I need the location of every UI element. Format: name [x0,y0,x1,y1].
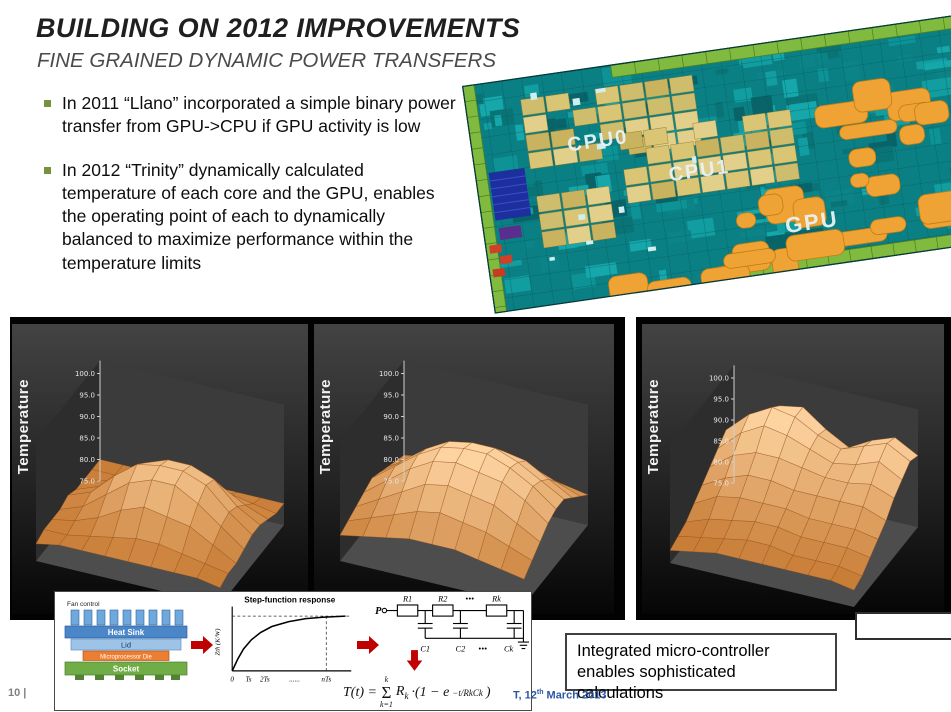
svg-text:100.0: 100.0 [709,375,729,383]
bullet-square-icon [44,100,51,107]
bullet-list: In 2011 “Llano” incorporated a simple bi… [44,92,456,296]
svg-text:75.0: 75.0 [383,478,399,486]
bullet-item: In 2012 “Trinity” dynamically calculated… [44,159,456,274]
red-arrow-right-icon [357,636,379,654]
step-chart-title: Step-function response [244,596,336,605]
resistor-label: R1 [402,594,412,603]
lid-label: Lid [121,641,131,650]
socket-label: Socket [113,665,140,674]
temperature-plot-3: 100.0 95.0 90.0 85.0 80.0 75.0 Temperature [642,324,944,614]
svg-text:80.0: 80.0 [713,459,729,467]
temperature-plot-1: 100.0 95.0 90.0 85.0 80.0 75.0 Temperature [12,324,308,614]
svg-text:85.0: 85.0 [713,438,729,446]
temperature-plot-2: 100.0 95.0 90.0 85.0 80.0 75.0 Temperature [314,324,614,614]
x-tick: nTs [321,675,331,683]
heat-sink-label: Heat Sink [108,628,145,637]
slide-title: BUILDING ON 2012 IMPROVEMENTS [36,13,521,43]
footer-date: T, 12th March 2013 [513,689,607,702]
page-number: 10 | [8,687,27,699]
formula-term: Rk [395,684,409,701]
svg-text:100.0: 100.0 [379,370,399,378]
x-tick: 2Ts [260,675,270,683]
fan-control-label: Fan control [67,601,100,608]
temperature-formula: T(t) = k Σ k=1 Rk ·(1 − e −t/RkCk ) [343,676,533,709]
thermal-model-diagram: Fan control Heat Sink Lid Microprocessor… [54,591,532,711]
svg-text:95.0: 95.0 [79,392,95,400]
power-node-label: P [375,606,382,617]
temperature-axis-label: Temperature [15,379,32,475]
slide-subtitle: FINE GRAINED DYNAMIC POWER TRANSFERS [37,49,497,72]
svg-text:75.0: 75.0 [79,478,95,486]
surface-panel-right: 100.0 95.0 90.0 85.0 80.0 75.0 Temperature [636,317,951,620]
capacitor-label: C1 [420,644,430,653]
capacitor-label: Ck [504,644,514,653]
svg-text:90.0: 90.0 [713,417,729,425]
svg-text:95.0: 95.0 [383,392,399,400]
chip-die-shot: CPU0 CPU1 GPU [460,10,951,316]
red-arrow-down-icon [406,650,423,671]
callout-box: Integrated micro-controller enables soph… [565,633,837,702]
step-response-chart: Step-function response Zth (K/W) 0 Ts 2T… [215,596,352,683]
temperature-surface-1: 100.0 95.0 90.0 85.0 80.0 75.0 [12,324,308,614]
temperature-surface-3: 100.0 95.0 90.0 85.0 80.0 75.0 [642,324,944,614]
callout-text: Integrated micro-controller enables soph… [577,642,770,703]
rc-ladder-circuit: P R1 R2 ••• Rk C1 [375,594,529,653]
chip-package-stack: Fan control Heat Sink Lid Microprocessor… [64,601,188,680]
bullet-text: In 2012 “Trinity” dynamically calculated… [62,160,435,273]
formula-exponent: −t/RkCk [452,687,483,698]
formula-close: ) [485,684,491,700]
die-label: Microprocessor Die [100,655,152,661]
svg-text:100.0: 100.0 [75,370,95,378]
resistor-label: Rk [491,594,501,603]
svg-text:80.0: 80.0 [383,456,399,464]
temperature-axis-label: Temperature [645,379,662,475]
formula-mid: ·(1 − e [411,684,450,700]
svg-text:90.0: 90.0 [383,413,399,421]
red-arrow-right-icon [191,636,213,654]
x-tick: 0 [230,675,234,683]
svg-text:85.0: 85.0 [383,435,399,443]
temperature-surface-2: 100.0 95.0 90.0 85.0 80.0 75.0 [314,324,614,614]
capacitor-label: C2 [456,644,466,653]
bullet-item: In 2011 “Llano” incorporated a simple bi… [44,92,456,138]
bullet-text: In 2011 “Llano” incorporated a simple bi… [62,93,456,137]
empty-box [855,612,951,640]
dots-label: ••• [465,594,474,603]
svg-text:95.0: 95.0 [713,396,729,404]
resistor-label: R2 [437,594,447,603]
dots-label: ••• [478,644,487,653]
svg-text:80.0: 80.0 [79,456,95,464]
bullet-square-icon [44,167,51,175]
surface-panel-left: 100.0 95.0 90.0 85.0 80.0 75.0 Temperature 10… [10,317,625,620]
x-tick: Ts [245,675,251,683]
formula-lhs: T(t) = [343,684,377,700]
summation-symbol: k Σ k=1 [379,675,393,709]
x-tick: ...... [289,675,300,683]
temperature-axis-label: Temperature [317,379,334,475]
step-chart-ylabel: Zth (K/W) [215,628,222,656]
svg-text:90.0: 90.0 [79,413,95,421]
svg-text:85.0: 85.0 [79,435,95,443]
svg-text:75.0: 75.0 [713,480,729,488]
